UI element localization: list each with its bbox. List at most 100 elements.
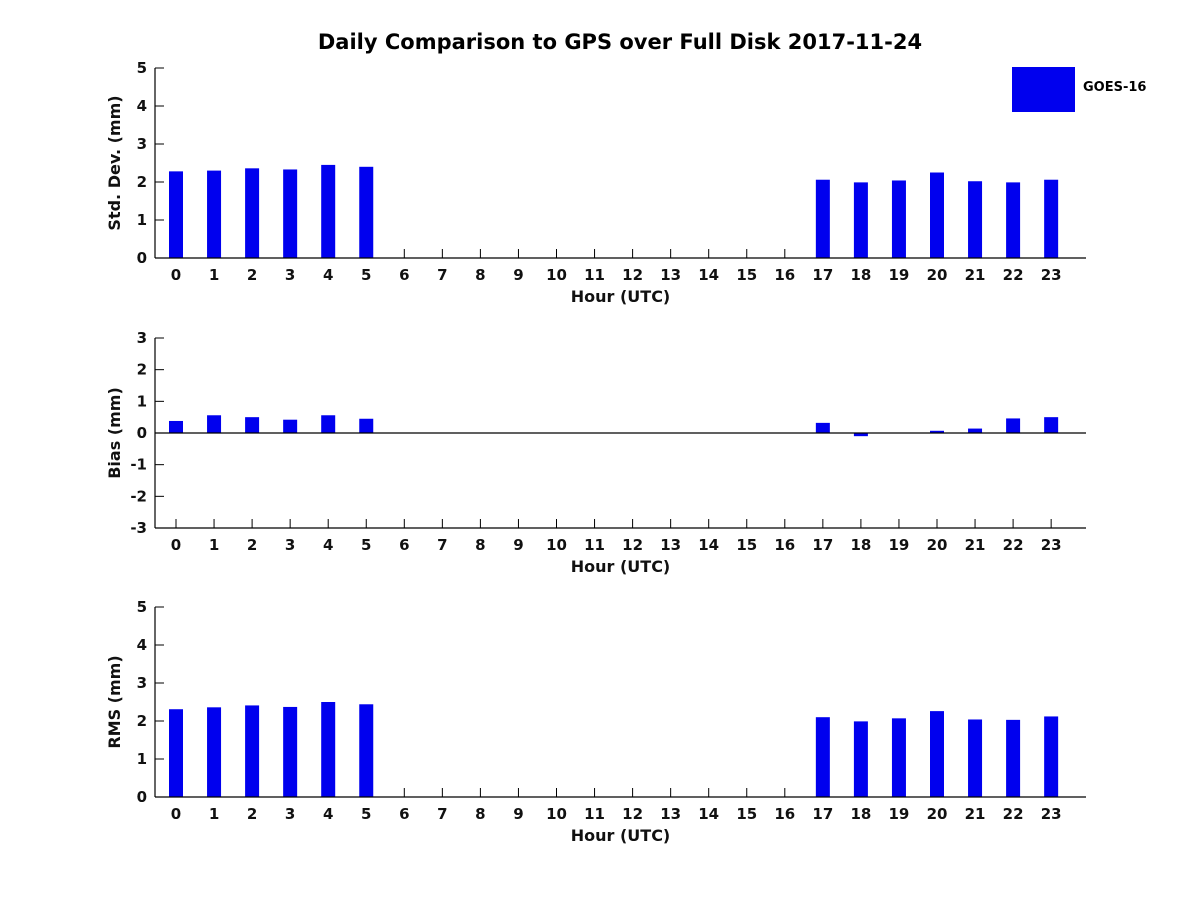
- bias-bar-3: [283, 419, 298, 433]
- bias-bar-1: [207, 415, 222, 433]
- rms-bar-5: [359, 704, 374, 797]
- bias-bar-20: [930, 430, 944, 433]
- chart-title: Daily Comparison to GPS over Full Disk 2…: [317, 30, 923, 54]
- x-tick-label: 19: [889, 536, 910, 554]
- y-tick-label: 3: [137, 329, 147, 347]
- x-tick-label: 0: [171, 805, 181, 823]
- x-tick-label: 12: [622, 266, 643, 284]
- x-tick-label: 19: [889, 805, 910, 823]
- x-tick-label: 23: [1041, 536, 1062, 554]
- y-tick-label: 2: [137, 712, 147, 730]
- legend: GOES-16: [1012, 67, 1200, 112]
- rms-bar-0: [169, 709, 183, 797]
- x-tick-label: 3: [285, 536, 295, 554]
- stddev-bar-1: [207, 170, 222, 258]
- rms-bar-3: [283, 706, 298, 797]
- x-tick-label: 15: [736, 536, 757, 554]
- stddev-bar-4: [321, 164, 336, 258]
- x-tick-label: 0: [171, 266, 181, 284]
- rms-bar-23: [1044, 716, 1059, 797]
- x-tick-label: 22: [1003, 536, 1024, 554]
- stddev-bar-5: [359, 166, 374, 258]
- x-tick-label: 3: [285, 805, 295, 823]
- stddev-bar-17: [815, 179, 830, 258]
- y-tick-label: 3: [137, 674, 147, 692]
- y-tick-label: 1: [137, 750, 147, 768]
- rms-bar-17: [815, 717, 830, 797]
- x-tick-label: 7: [437, 805, 447, 823]
- rms-bar-1: [207, 707, 222, 797]
- x-tick-label: 10: [546, 536, 567, 554]
- x-tick-label: 21: [965, 805, 986, 823]
- y-tick-label: 2: [137, 173, 147, 191]
- x-tick-label: 9: [513, 266, 523, 284]
- bias-bar-0: [169, 420, 183, 433]
- x-tick-label: 15: [736, 266, 757, 284]
- bias-bar-18: [853, 433, 868, 437]
- x-tick-label: 18: [850, 536, 871, 554]
- x-tick-label: 7: [437, 266, 447, 284]
- x-tick-label: 20: [927, 536, 948, 554]
- x-tick-label: 6: [399, 266, 409, 284]
- x-tick-label: 14: [698, 805, 719, 823]
- x-tick-label: 13: [660, 805, 681, 823]
- x-tick-label: 14: [698, 266, 719, 284]
- legend-swatch-goes16: [1012, 67, 1075, 112]
- stddev-bar-18: [853, 182, 868, 258]
- rms-bar-4: [321, 702, 336, 797]
- stddev-bar-2: [245, 168, 260, 258]
- x-tick-label: 13: [660, 266, 681, 284]
- x-tick-label: 11: [584, 805, 605, 823]
- x-tick-label: 16: [774, 805, 795, 823]
- y-tick-label: 4: [137, 97, 147, 115]
- y-tick-label: -1: [130, 456, 147, 474]
- bias-bar-2: [245, 417, 260, 433]
- xlabel-bias: Hour (UTC): [571, 557, 671, 575]
- y-tick-label: 1: [137, 211, 147, 229]
- x-tick-label: 17: [812, 266, 833, 284]
- stddev-bar-0: [169, 171, 183, 258]
- x-tick-label: 18: [850, 805, 871, 823]
- x-tick-label: 1: [209, 266, 219, 284]
- x-tick-label: 22: [1003, 266, 1024, 284]
- y-tick-label: 0: [137, 788, 147, 806]
- y-tick-label: -2: [130, 487, 147, 505]
- rms-bar-19: [891, 718, 906, 797]
- subplot-bias: 0 1 2 3 4 5 6 7 8 9 10 11 12 13 14 15 16 17 18 19 20 21 22 23 -3…: [0, 325, 1200, 575]
- stddev-bar-22: [1006, 182, 1021, 258]
- y-tick-label: 4: [137, 636, 147, 654]
- x-tick-label: 13: [660, 536, 681, 554]
- subplot-stddev: 0 1 2 3 4 5 6 7 8 9 10 11 12 13 14 15 16 17 18 19 20 21 22 23 0 1…: [0, 55, 1200, 305]
- y-tick-label: 1: [137, 392, 147, 410]
- x-tick-label: 7: [437, 536, 447, 554]
- x-tick-label: 11: [584, 536, 605, 554]
- rms-bar-20: [930, 711, 944, 797]
- x-tick-label: 3: [285, 266, 295, 284]
- x-tick-label: 2: [247, 805, 257, 823]
- x-tick-label: 9: [513, 805, 523, 823]
- rms-bar-18: [853, 721, 868, 797]
- legend-label: GOES-16: [1083, 80, 1147, 95]
- subplot-stddev-canvas: 0 1 2 3 4 5 6 7 8 9 10 11 12 13 14 15 16 17 18 19 20 21 22 2301…: [137, 59, 1086, 305]
- bias-bar-5: [359, 418, 374, 433]
- x-tick-label: 12: [622, 536, 643, 554]
- x-tick-label: 2: [247, 536, 257, 554]
- x-tick-label: 1: [209, 536, 219, 554]
- x-tick-label: 5: [361, 536, 371, 554]
- x-tick-label: 8: [475, 266, 485, 284]
- xlabel-stddev: Hour (UTC): [571, 287, 671, 305]
- x-tick-label: 20: [927, 805, 948, 823]
- x-tick-label: 17: [812, 536, 833, 554]
- y-tick-label: -3: [130, 519, 147, 537]
- x-tick-label: 21: [965, 266, 986, 284]
- x-tick-label: 1: [209, 805, 219, 823]
- stddev-bar-3: [283, 169, 298, 258]
- stddev-bar-23: [1044, 179, 1059, 258]
- x-tick-label: 6: [399, 536, 409, 554]
- y-tick-label: 5: [137, 59, 147, 77]
- bias-bar-21: [968, 428, 983, 433]
- x-tick-label: 9: [513, 536, 523, 554]
- x-tick-label: 20: [927, 266, 948, 284]
- rms-bar-2: [245, 705, 260, 797]
